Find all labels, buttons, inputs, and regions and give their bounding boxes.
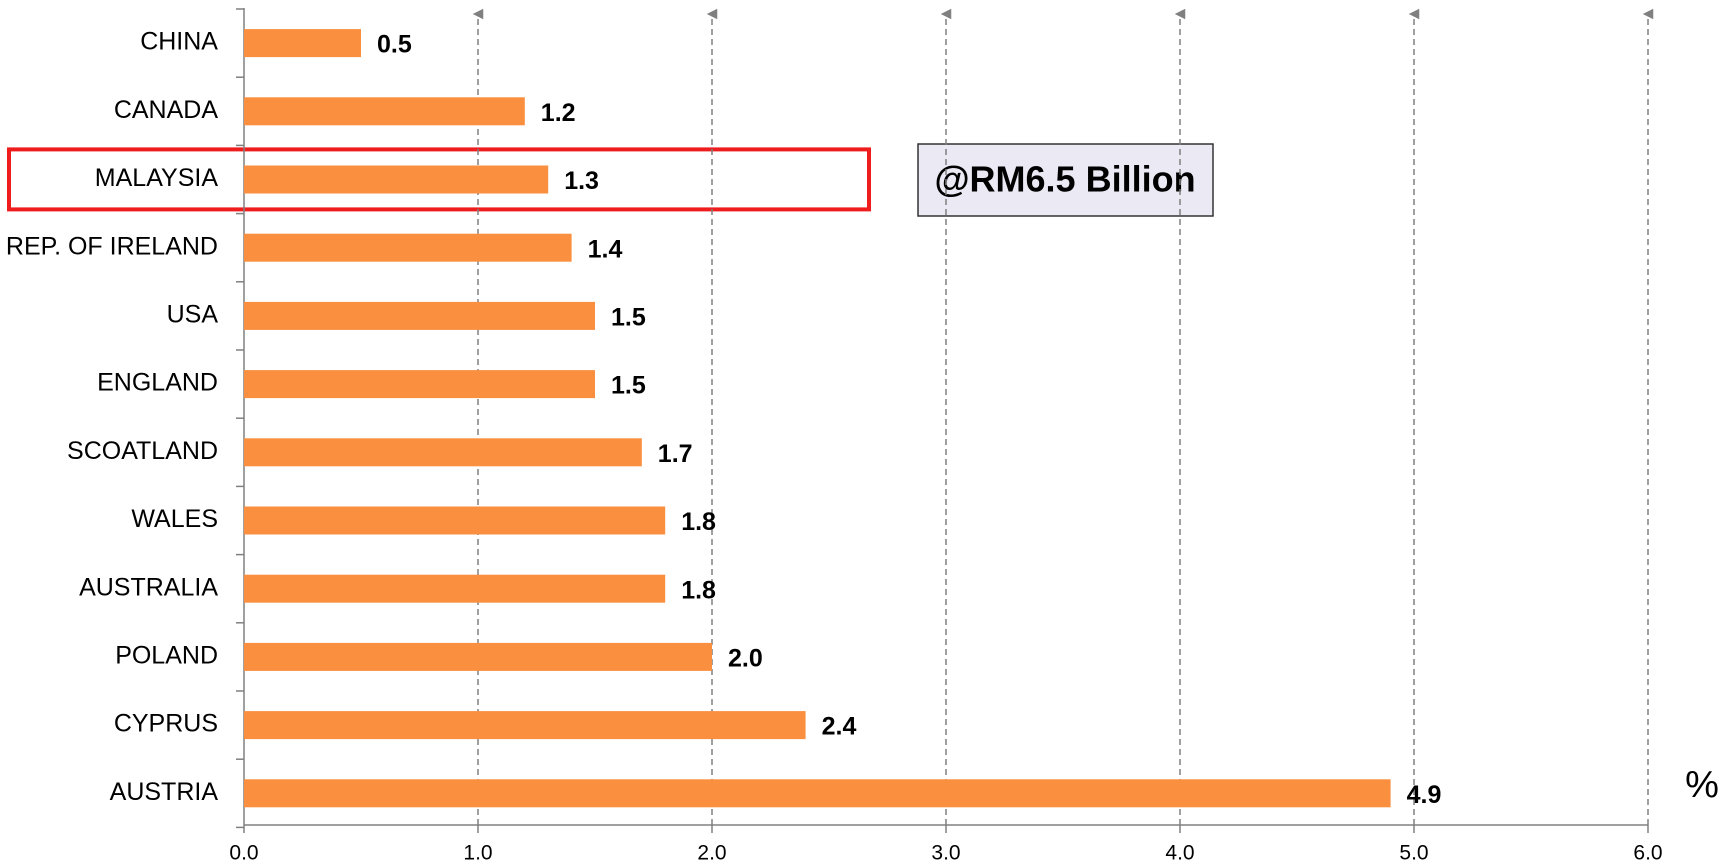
y-tick-label: CHINA (140, 28, 218, 56)
x-tick-label: 6.0 (1633, 842, 1662, 865)
data-label: 1.5 (611, 304, 646, 332)
x-tick-label: 2.0 (697, 842, 726, 865)
bar (244, 574, 666, 603)
y-tick-label: POLAND (115, 642, 218, 670)
data-label: 1.8 (681, 508, 716, 536)
y-tick-label: SCOATLAND (67, 437, 218, 465)
bar (244, 165, 549, 194)
x-tick-label: 0.0 (229, 842, 258, 865)
y-tick-label: WALES (131, 505, 218, 533)
y-tick-label: AUSTRALIA (79, 573, 218, 601)
x-tick-label: 3.0 (931, 842, 960, 865)
x-tick-label: 1.0 (463, 842, 492, 865)
y-tick-label: REP. OF IRELAND (6, 232, 218, 260)
bar (244, 711, 806, 740)
bar (244, 438, 642, 467)
data-label: 1.5 (611, 372, 646, 400)
data-label: 1.2 (541, 99, 576, 127)
x-axis-label: % (1685, 764, 1719, 806)
y-tick-label: USA (167, 301, 219, 329)
data-label: 2.0 (728, 645, 763, 673)
bar (244, 301, 595, 330)
bar (244, 370, 595, 399)
y-tick-label: MALAYSIA (95, 164, 219, 192)
bar (244, 779, 1391, 808)
y-tick-label: ENGLAND (97, 369, 218, 397)
bar (244, 97, 525, 126)
x-tick-label: 4.0 (1165, 842, 1194, 865)
annotation-box (917, 143, 1214, 217)
annotation: @RM6.5 Billion (934, 159, 1195, 200)
data-label: 1.3 (564, 167, 599, 195)
data-label: 2.4 (822, 713, 857, 741)
bar (244, 29, 361, 58)
data-label: 1.8 (681, 576, 716, 604)
x-tick-label: 5.0 (1399, 842, 1428, 865)
data-label: 0.5 (377, 31, 412, 59)
highlight-box (7, 147, 871, 212)
bar (244, 506, 666, 535)
data-label: 4.9 (1407, 781, 1442, 809)
data-label: 1.4 (588, 235, 623, 263)
y-tick-label: CANADA (114, 96, 219, 124)
bar (244, 233, 572, 262)
bar (244, 642, 712, 671)
y-tick-label: AUSTRIA (110, 778, 219, 806)
data-label: 1.7 (658, 440, 693, 468)
y-tick-label: CYPRUS (114, 710, 218, 738)
